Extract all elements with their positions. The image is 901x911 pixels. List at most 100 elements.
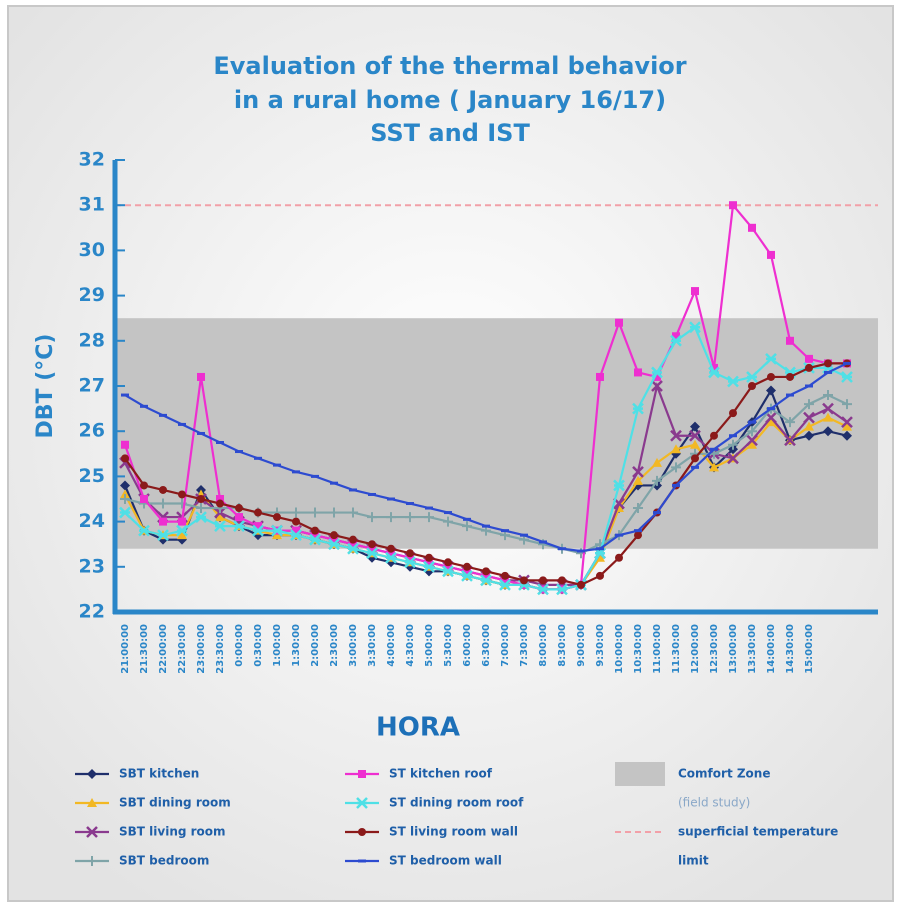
marker <box>87 798 97 807</box>
marker <box>310 507 320 518</box>
marker <box>671 462 681 473</box>
marker <box>786 372 794 381</box>
marker <box>444 562 452 571</box>
marker <box>424 512 434 523</box>
marker <box>708 366 720 379</box>
marker <box>195 511 207 523</box>
marker <box>368 544 376 553</box>
marker <box>804 430 814 441</box>
marker <box>577 580 585 589</box>
marker <box>329 507 339 518</box>
marker <box>356 797 368 809</box>
marker <box>729 409 737 418</box>
y-tick-label: 31 <box>79 194 105 216</box>
marker <box>328 538 340 551</box>
marker <box>632 402 644 415</box>
marker <box>520 576 528 585</box>
marker <box>404 556 416 569</box>
marker <box>178 490 186 499</box>
marker <box>841 416 853 429</box>
y-tick-label: 30 <box>79 239 105 261</box>
legend-label: ST kitchen roof <box>389 767 493 781</box>
marker <box>767 372 775 381</box>
y-tick-label: 25 <box>79 465 105 487</box>
x-tick-label: 22:00:00 <box>158 624 169 674</box>
x-tick-label: 10:00:00 <box>614 624 625 674</box>
marker <box>292 526 300 535</box>
marker <box>330 535 338 544</box>
y-tick-label: 32 <box>79 149 105 171</box>
x-tick-label: 23:30:00 <box>215 624 226 674</box>
marker <box>423 560 435 573</box>
marker <box>159 485 167 494</box>
marker <box>651 366 663 379</box>
legend-label: Comfort Zone <box>678 767 770 781</box>
marker <box>652 457 662 467</box>
marker <box>309 533 321 546</box>
marker <box>216 499 224 508</box>
marker <box>176 524 188 537</box>
x-tick-label: 5:30:00 <box>443 624 454 667</box>
marker <box>197 495 205 503</box>
x-tick-label: 0:30:00 <box>253 624 264 667</box>
marker <box>347 542 359 555</box>
x-tick-label: 13:00:00 <box>728 624 739 674</box>
marker <box>367 512 377 523</box>
marker <box>443 516 453 527</box>
marker <box>462 521 472 532</box>
marker <box>140 495 148 503</box>
x-tick-label: 8:00:00 <box>538 624 549 667</box>
marker <box>271 524 283 537</box>
x-tick-label: 21:00:00 <box>120 624 131 674</box>
marker <box>672 332 680 341</box>
marker <box>348 507 358 518</box>
x-tick-label: 1:00:00 <box>272 624 283 667</box>
marker <box>634 531 642 540</box>
comfort-zone <box>117 318 878 549</box>
marker <box>710 363 718 372</box>
marker <box>691 287 699 296</box>
marker <box>387 544 395 553</box>
x-tick-label: 13:30:00 <box>747 624 758 674</box>
marker <box>272 530 282 540</box>
marker <box>634 368 642 377</box>
y-axis-label: DBT (°C) <box>33 334 58 439</box>
marker <box>349 535 357 544</box>
marker <box>366 547 378 560</box>
marker <box>330 531 338 540</box>
marker <box>252 524 264 537</box>
legend-label: ST dining room roof <box>389 796 524 810</box>
marker <box>120 494 130 504</box>
x-tick-label: 1:30:00 <box>291 624 302 667</box>
marker <box>349 540 357 549</box>
marker <box>425 553 433 562</box>
marker <box>215 512 225 522</box>
marker <box>596 571 604 580</box>
marker <box>273 513 281 522</box>
marker <box>120 480 130 491</box>
legend-label: (field study) <box>678 796 750 810</box>
legend-label: ST bedroom wall <box>389 854 502 868</box>
marker <box>358 770 366 778</box>
marker <box>291 507 301 518</box>
x-tick-label: 9:00:00 <box>576 624 587 667</box>
x-tick-label: 10:30:00 <box>633 624 644 674</box>
marker <box>385 551 397 564</box>
x-tick-label: 7:00:00 <box>500 624 511 667</box>
marker <box>824 359 832 368</box>
marker <box>710 431 718 440</box>
marker <box>690 421 700 432</box>
marker <box>823 390 833 401</box>
marker <box>499 578 511 591</box>
marker <box>842 399 852 410</box>
marker <box>482 571 490 580</box>
marker <box>311 531 319 540</box>
x-tick-label: 9:30:00 <box>595 624 606 667</box>
chart-title: Evaluation of the thermal behavior <box>213 52 686 80</box>
marker <box>632 465 644 478</box>
marker <box>615 553 623 562</box>
marker <box>633 475 643 485</box>
marker <box>86 826 98 838</box>
x-tick-label: 15:00:00 <box>804 624 815 674</box>
x-tick-label: 2:00:00 <box>310 624 321 667</box>
